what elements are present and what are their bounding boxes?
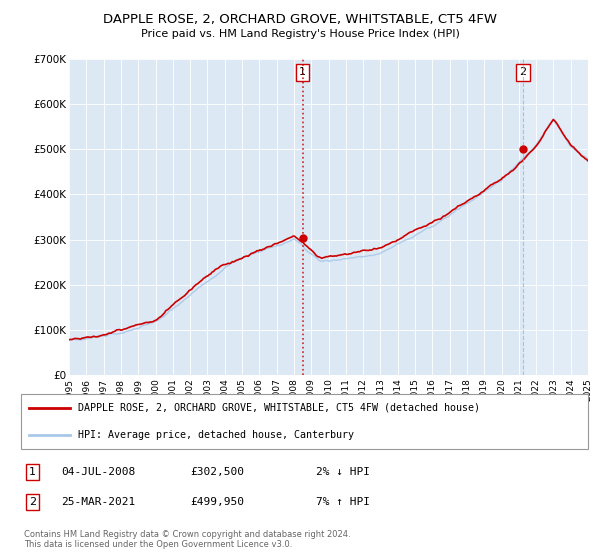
- Text: 2% ↓ HPI: 2% ↓ HPI: [316, 466, 370, 477]
- Text: DAPPLE ROSE, 2, ORCHARD GROVE, WHITSTABLE, CT5 4FW: DAPPLE ROSE, 2, ORCHARD GROVE, WHITSTABL…: [103, 13, 497, 26]
- Text: DAPPLE ROSE, 2, ORCHARD GROVE, WHITSTABLE, CT5 4FW (detached house): DAPPLE ROSE, 2, ORCHARD GROVE, WHITSTABL…: [78, 403, 480, 413]
- Text: 2: 2: [519, 67, 526, 77]
- Text: 1: 1: [299, 67, 306, 77]
- Text: 25-MAR-2021: 25-MAR-2021: [61, 497, 135, 507]
- Text: 04-JUL-2008: 04-JUL-2008: [61, 466, 135, 477]
- Text: 7% ↑ HPI: 7% ↑ HPI: [316, 497, 370, 507]
- Text: Price paid vs. HM Land Registry's House Price Index (HPI): Price paid vs. HM Land Registry's House …: [140, 29, 460, 39]
- Bar: [523, 59, 588, 375]
- Text: £499,950: £499,950: [190, 497, 244, 507]
- Text: Contains HM Land Registry data © Crown copyright and database right 2024.
This d: Contains HM Land Registry data © Crown c…: [24, 530, 350, 549]
- Text: HPI: Average price, detached house, Canterbury: HPI: Average price, detached house, Cant…: [78, 430, 354, 440]
- Text: 1: 1: [29, 466, 36, 477]
- Text: 2: 2: [29, 497, 36, 507]
- Text: £302,500: £302,500: [190, 466, 244, 477]
